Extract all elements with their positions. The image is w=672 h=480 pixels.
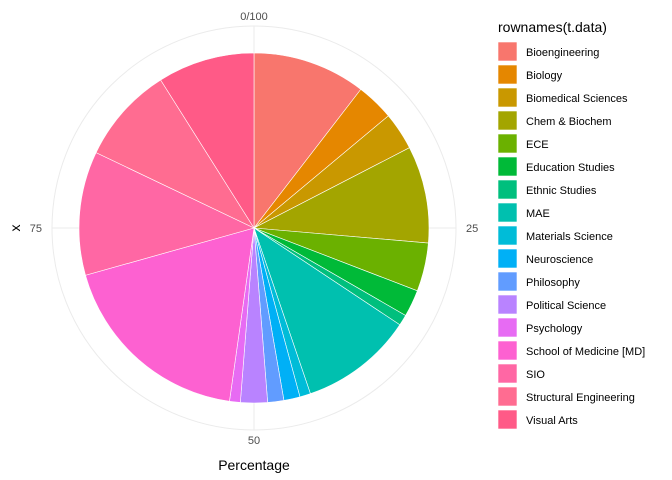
legend-item: Biomedical Sciences: [497, 87, 628, 108]
legend-key: [497, 133, 518, 154]
legend-label: Ethnic Studies: [526, 185, 597, 197]
theta-tick-label: 25: [466, 223, 478, 235]
pie-slice-school-of-medicine-md: [85, 227, 255, 402]
legend-label: Neuroscience: [526, 254, 593, 266]
legend-label: Biomedical Sciences: [526, 93, 628, 105]
legend-label: MAE: [526, 208, 550, 220]
legend-item: Structural Engineering: [497, 386, 635, 407]
x-axis-title: Percentage: [218, 457, 290, 473]
pie-slices: [78, 52, 430, 404]
legend-item: SIO: [497, 363, 545, 384]
pie-slice-structural-engineering: [95, 79, 255, 229]
legend-key: [497, 64, 518, 85]
legend-key: [497, 271, 518, 292]
legend-item: Chem & Biochem: [497, 110, 612, 131]
legend: rownames(t.data) Bioengineering Biology Bi…: [497, 19, 645, 430]
theta-tick-labels: 0/100 25 50 75: [30, 11, 479, 447]
legend-key: [497, 225, 518, 246]
legend-key: [497, 248, 518, 269]
legend-item: Philosophy: [497, 271, 580, 292]
legend-label: Education Studies: [526, 162, 615, 174]
legend-label: Psychology: [526, 323, 583, 335]
legend-label: Structural Engineering: [526, 392, 635, 404]
legend-item: Visual Arts: [497, 409, 578, 430]
legend-item: Education Studies: [497, 156, 615, 177]
legend-key: [497, 87, 518, 108]
legend-label: Political Science: [526, 300, 606, 312]
legend-item: School of Medicine [MD]: [497, 340, 645, 361]
legend-key: [497, 294, 518, 315]
legend-item: Psychology: [497, 317, 583, 338]
legend-label: Chem & Biochem: [526, 116, 612, 128]
legend-label: Bioengineering: [526, 47, 599, 59]
legend-label: ECE: [526, 139, 549, 151]
legend-key: [497, 340, 518, 361]
theta-tick-label: 75: [30, 223, 42, 235]
legend-label: Visual Arts: [526, 415, 578, 427]
legend-title: rownames(t.data): [498, 19, 607, 35]
legend-label: Materials Science: [526, 231, 613, 243]
legend-item: ECE: [497, 133, 549, 154]
legend-item: Materials Science: [497, 225, 613, 246]
theta-tick-label: 50: [248, 435, 260, 447]
legend-key: [497, 110, 518, 131]
legend-label: Philosophy: [526, 277, 580, 289]
legend-key: [497, 386, 518, 407]
legend-key: [497, 363, 518, 384]
legend-item: Bioengineering: [497, 41, 599, 62]
legend-item: Ethnic Studies: [497, 179, 597, 200]
pie-slice-sio: [78, 152, 255, 276]
legend-label: Biology: [526, 70, 563, 82]
legend-key: [497, 179, 518, 200]
legend-key: [497, 41, 518, 62]
y-axis-title: x: [7, 225, 23, 232]
legend-key: [497, 156, 518, 177]
pie-slice-visual-arts: [160, 52, 255, 230]
legend-key: [497, 409, 518, 430]
legend-item: Political Science: [497, 294, 606, 315]
legend-label: SIO: [526, 369, 545, 381]
theta-tick-label: 0/100: [240, 11, 268, 23]
legend-item: Biology: [497, 64, 563, 85]
legend-key: [497, 202, 518, 223]
legend-item: Neuroscience: [497, 248, 593, 269]
pie-slice-chem-biochem: [252, 147, 430, 244]
pie-slice-mae: [253, 227, 401, 395]
legend-key: [497, 317, 518, 338]
legend-item: MAE: [497, 202, 550, 223]
pie-slice-bioengineering: [253, 52, 362, 229]
legend-label: School of Medicine [MD]: [526, 346, 645, 358]
